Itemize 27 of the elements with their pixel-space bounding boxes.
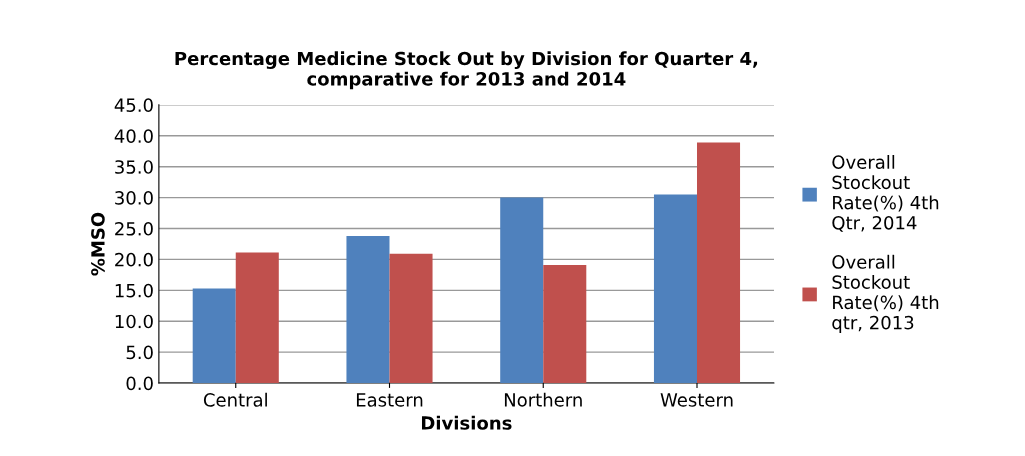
bar: [346, 235, 390, 384]
y-tick-label: 0.0: [126, 376, 153, 391]
y-tick-label: 20.0: [115, 252, 153, 267]
chart-title: Percentage Medicine Stock Out by Division for Quarter 4, comparative for 2013 and 2014: [175, 51, 758, 90]
x-tick-label: Western: [660, 393, 733, 407]
x-tick-label: Northern: [504, 392, 582, 407]
bar: [500, 197, 544, 384]
y-tick-label: 40.0: [114, 129, 153, 143]
y-tick-label: 35.0: [115, 160, 153, 174]
y-tick-label: 10.0: [115, 314, 153, 329]
x-tick-label: Eastern: [356, 393, 423, 407]
bar: [235, 252, 279, 384]
y-axis-title: %MSO: [91, 212, 105, 276]
x-axis-title: Divisions: [421, 415, 512, 430]
bar: [389, 253, 433, 384]
bar: [653, 194, 697, 384]
y-tick-label: 15.0: [115, 283, 153, 298]
legend-label: Overall Stockout Rate(%) 4th qtr, 2013: [832, 254, 939, 333]
bar: [192, 288, 236, 384]
x-tick-label: Central: [203, 392, 267, 407]
bar: [697, 142, 741, 384]
bar: [543, 264, 587, 384]
y-tick-label: 25.0: [115, 221, 153, 236]
legend-label: Overall Stockout Rate(%) 4th Qtr, 2014: [832, 155, 939, 232]
y-tick-label: 5.0: [126, 345, 153, 360]
y-tick-label: 45.0: [114, 98, 153, 112]
y-tick-label: 30.0: [115, 191, 153, 205]
